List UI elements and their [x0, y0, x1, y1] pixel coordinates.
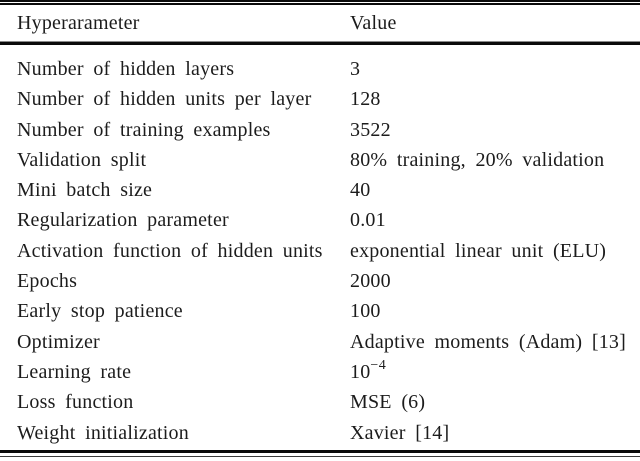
- table-row: Epochs 2000: [0, 266, 640, 296]
- value-cell: 80% training, 20% validation: [350, 148, 605, 171]
- table-row: Optimizer Adaptive moments (Adam) [13]: [0, 327, 640, 357]
- value-cell: MSE (6): [350, 391, 426, 414]
- table-top-rule-lower: [0, 3, 640, 5]
- table-header-row: Hyperarameter Value: [0, 5, 640, 41]
- value-exponent: −4: [370, 358, 387, 374]
- param-cell: Number of training examples: [17, 118, 271, 141]
- table-row: Loss function MSE (6): [0, 387, 640, 417]
- param-cell: Optimizer: [17, 330, 100, 353]
- param-cell: Number of hidden layers: [17, 58, 235, 80]
- table-row: Number of training examples 3522: [0, 115, 640, 145]
- table-row: Number of hidden units per layer 128: [0, 84, 640, 114]
- value-cell: exponential linear unit (ELU): [350, 239, 607, 262]
- column-header-value: Value: [350, 11, 397, 34]
- table-row: Regularization parameter 0.01: [0, 205, 640, 235]
- value-cell: 0.01: [350, 209, 386, 232]
- param-cell: Mini batch size: [17, 179, 153, 202]
- header-separator-rule-thin: [0, 41, 640, 42]
- value-cell: 128: [350, 88, 381, 111]
- value-cell: 3: [350, 58, 361, 80]
- header-separator-rule-thick: [0, 42, 640, 45]
- value-cell: 3522: [350, 118, 391, 141]
- table-row: Learning rate 10−4: [0, 357, 640, 387]
- param-cell: Number of hidden units per layer: [17, 88, 312, 111]
- param-cell: Activation function of hidden units: [17, 239, 323, 262]
- param-cell: Weight initialization: [17, 421, 189, 444]
- table-row: Number of hidden layers 3: [0, 54, 640, 84]
- column-header-hyperparameter: Hyperarameter: [17, 11, 140, 34]
- value-cell: 10−4: [350, 358, 387, 383]
- param-cell: Epochs: [17, 270, 78, 293]
- table-bottom-rule-thick: [0, 450, 640, 453]
- value-cell: 2000: [350, 270, 391, 293]
- table-body: Number of hidden layers 3 Number of hidd…: [0, 46, 640, 448]
- table-row: Validation split 80% training, 20% valid…: [0, 145, 640, 175]
- param-cell: Regularization parameter: [17, 209, 229, 232]
- value-cell: Adaptive moments (Adam) [13]: [350, 330, 626, 353]
- table-row: Weight initialization Xavier [14]: [0, 418, 640, 448]
- table-bottom-rule-thin: [0, 455, 640, 457]
- table-row: Activation function of hidden units expo…: [0, 236, 640, 266]
- param-cell: Validation split: [17, 148, 147, 171]
- param-cell: Loss function: [17, 391, 134, 414]
- table-row: Early stop patience 100: [0, 296, 640, 326]
- param-cell: Learning rate: [17, 360, 132, 383]
- table-row: Mini batch size 40: [0, 175, 640, 205]
- value-cell: 40: [350, 179, 371, 202]
- param-cell: Early stop patience: [17, 300, 183, 323]
- value-cell: Xavier [14]: [350, 421, 450, 444]
- value-cell: 100: [350, 300, 381, 323]
- table-top-rule-upper: [0, 0, 640, 2]
